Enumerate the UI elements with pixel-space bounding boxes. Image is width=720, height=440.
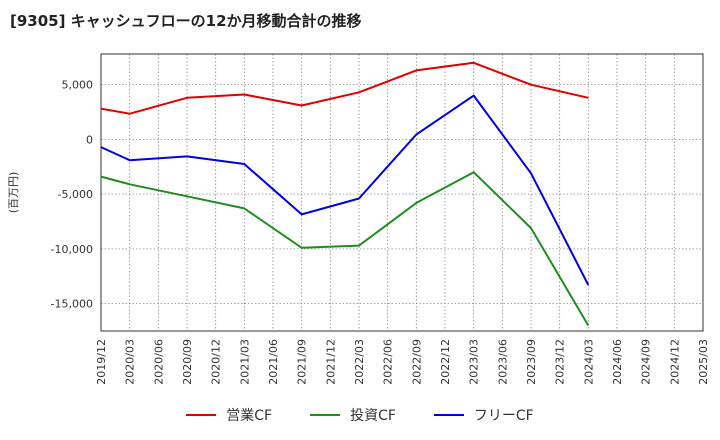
series-line-1 — [100, 61, 589, 115]
x-tick-label: 2022/06 — [382, 339, 395, 385]
y-tick-label: 5,000 — [62, 79, 94, 92]
y-tick-label: -10,000 — [51, 243, 93, 256]
x-tick-label: 2024/09 — [640, 339, 653, 385]
x-tick-label: 2024/12 — [668, 339, 681, 385]
legend-label-operating: 営業CF — [226, 408, 273, 424]
plot-frame — [100, 53, 704, 332]
x-tick-label: 2022/12 — [439, 339, 452, 385]
y-tick-label: -5,000 — [58, 188, 93, 201]
x-tick-label: 2024/06 — [611, 339, 624, 385]
legend-label-free: フリーCF — [473, 408, 534, 424]
legend-swatch-free — [433, 414, 464, 416]
chart-title: [9305] キャッシュフローの12か月移動合計の推移 — [10, 12, 362, 30]
series-line-2 — [100, 171, 590, 327]
x-tick-label: 2023/12 — [554, 339, 567, 385]
x-tick-label: 2020/12 — [210, 339, 223, 385]
x-tick-label: 2020/09 — [181, 339, 194, 385]
x-tick-label: 2023/09 — [525, 339, 538, 385]
legend-item-free: フリーCF — [433, 405, 534, 425]
legend-label-investing: 投資CF — [350, 408, 396, 424]
legend: 営業CF 投資CF フリーCF — [0, 404, 720, 426]
x-tick-label: 2024/03 — [582, 339, 595, 385]
legend-item-operating: 営業CF — [186, 405, 272, 425]
series-line-3 — [100, 94, 590, 286]
legend-swatch-operating — [186, 414, 217, 416]
legend-swatch-investing — [310, 414, 341, 416]
x-tick-label: 2020/06 — [152, 339, 165, 385]
x-tick-label: 2021/03 — [238, 339, 251, 385]
y-tick-label: 0 — [86, 133, 93, 146]
x-tick-label: 2020/03 — [124, 339, 137, 385]
x-tick-label: 2025/03 — [697, 339, 710, 385]
x-tick-label: 2022/09 — [410, 339, 423, 385]
x-tick-label: 2022/03 — [353, 339, 366, 385]
x-tick-label: 2019/12 — [95, 339, 108, 385]
x-tick-label: 2021/06 — [267, 339, 280, 385]
x-tick-label: 2023/06 — [496, 339, 509, 385]
x-tick-label: 2023/03 — [468, 339, 481, 385]
legend-item-investing: 投資CF — [310, 405, 396, 425]
y-tick-label: -15,000 — [51, 298, 93, 311]
x-tick-label: 2021/12 — [324, 339, 337, 385]
y-axis-label: (百万円) — [7, 172, 20, 214]
x-tick-label: 2021/09 — [296, 339, 309, 385]
